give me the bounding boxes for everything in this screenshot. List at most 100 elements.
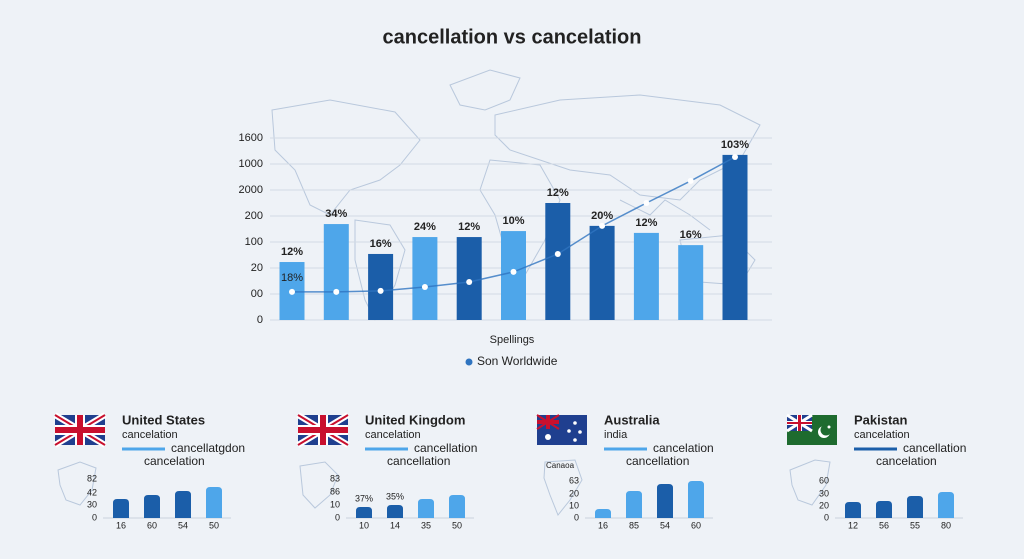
line-point bbox=[289, 288, 295, 295]
x-tick-label: 54 bbox=[178, 520, 188, 530]
bar-label: 103% bbox=[721, 139, 749, 151]
bar bbox=[323, 224, 349, 320]
y-tick-label: 63 bbox=[569, 475, 579, 485]
bar bbox=[206, 487, 222, 518]
bar bbox=[657, 484, 673, 518]
legend-sublabel: cancelation bbox=[876, 454, 937, 468]
bar bbox=[113, 499, 129, 518]
line-point bbox=[466, 279, 473, 286]
legend-label: cancellation bbox=[903, 441, 966, 455]
bar bbox=[144, 495, 160, 518]
bar bbox=[907, 496, 923, 518]
legend-label: cancelation bbox=[653, 441, 714, 455]
bar bbox=[845, 502, 861, 518]
legend-label: cancellatgdon bbox=[171, 441, 245, 455]
bar bbox=[456, 237, 482, 320]
legend-sublabel: cancelation bbox=[144, 454, 205, 468]
y-tick-label: 0 bbox=[335, 512, 340, 522]
y-tick-label: 20 bbox=[251, 262, 263, 274]
chart-title: cancellation vs cancelation bbox=[383, 26, 642, 48]
y-tick-label: 10 bbox=[330, 499, 340, 509]
panel-subtitle: cancelation bbox=[122, 429, 178, 441]
bar bbox=[356, 507, 372, 518]
bar bbox=[418, 499, 434, 518]
line-point bbox=[421, 283, 428, 290]
bar bbox=[387, 505, 403, 518]
x-tick-label: 16 bbox=[598, 520, 608, 530]
bar-label: 20% bbox=[591, 210, 613, 222]
x-tick-label: 55 bbox=[910, 520, 920, 530]
x-tick-label: 12 bbox=[848, 520, 858, 530]
y-tick-label: 0 bbox=[92, 512, 97, 522]
bar-label: 10% bbox=[502, 215, 524, 227]
y-tick-label: 0 bbox=[257, 314, 263, 326]
x-axis-label: Spellings bbox=[490, 334, 535, 346]
y-tick-label: 30 bbox=[819, 488, 829, 498]
bar-label: 12% bbox=[547, 187, 569, 199]
x-tick-label: 80 bbox=[941, 520, 951, 530]
bar bbox=[449, 495, 465, 518]
flag-pakistan bbox=[786, 413, 837, 445]
y-tick-label: 86 bbox=[330, 486, 340, 496]
y-tick-label: 10 bbox=[569, 500, 579, 510]
y-tick-label: 00 bbox=[251, 288, 263, 300]
bar bbox=[938, 492, 954, 518]
bar-inner-label: 18% bbox=[281, 272, 303, 284]
bar bbox=[633, 232, 659, 320]
map-label: Canaoa bbox=[546, 461, 575, 470]
mini-maps bbox=[57, 459, 831, 516]
flag-australia bbox=[536, 414, 587, 445]
line-point bbox=[333, 288, 340, 295]
flag-uk bbox=[296, 412, 350, 448]
x-tick-label: 85 bbox=[629, 520, 639, 530]
panel-title: United States bbox=[122, 412, 205, 427]
y-tick-label: 0 bbox=[574, 512, 579, 522]
line-point bbox=[732, 153, 738, 160]
bar bbox=[368, 253, 394, 320]
bar bbox=[412, 237, 438, 320]
bar-label: 12% bbox=[635, 217, 657, 229]
x-tick-label: 56 bbox=[879, 520, 889, 530]
y-tick-label: 83 bbox=[330, 473, 340, 483]
bar bbox=[175, 491, 191, 518]
y-tick-label: 42 bbox=[87, 487, 97, 497]
line-point bbox=[599, 222, 606, 229]
bar bbox=[688, 481, 704, 518]
bar-label: 16% bbox=[370, 238, 392, 250]
bar bbox=[501, 231, 526, 320]
x-tick-label: 10 bbox=[359, 520, 369, 530]
x-tick-label: 35 bbox=[421, 520, 431, 530]
y-tick-label: 20 bbox=[819, 500, 829, 510]
bar bbox=[876, 501, 892, 518]
x-tick-label: 16 bbox=[116, 520, 126, 530]
y-tick-label: 82 bbox=[87, 473, 97, 483]
x-tick-label: 14 bbox=[390, 520, 400, 530]
legend-sublabel: cancellation bbox=[387, 454, 450, 468]
bar bbox=[545, 203, 571, 320]
panel-title: Australia bbox=[604, 412, 660, 427]
line-point bbox=[510, 268, 517, 275]
x-tick-label: 60 bbox=[147, 520, 157, 530]
legend-dot bbox=[465, 358, 473, 366]
y-tick-label: 20 bbox=[569, 488, 579, 498]
bar bbox=[626, 491, 642, 518]
y-tick-label: 100 bbox=[245, 236, 263, 248]
x-tick-label: 60 bbox=[691, 520, 701, 530]
y-tick-label: 2000 bbox=[239, 184, 263, 196]
bar-label: 16% bbox=[680, 229, 702, 241]
flag-uk bbox=[53, 412, 107, 448]
bar-label: 37% bbox=[355, 493, 373, 503]
y-tick-label: 30 bbox=[87, 499, 97, 509]
bar bbox=[678, 245, 704, 320]
bar-label: 24% bbox=[414, 221, 436, 233]
x-tick-label: 54 bbox=[660, 520, 670, 530]
line-point bbox=[643, 200, 650, 206]
y-tick-label: 1000 bbox=[239, 158, 263, 170]
panel-subtitle: india bbox=[604, 429, 628, 441]
bar-label: 34% bbox=[325, 208, 347, 220]
panel-subtitle: cancelation bbox=[854, 429, 910, 441]
bar-label: 12% bbox=[458, 221, 480, 233]
bar bbox=[722, 154, 748, 320]
x-tick-label: 50 bbox=[452, 520, 462, 530]
